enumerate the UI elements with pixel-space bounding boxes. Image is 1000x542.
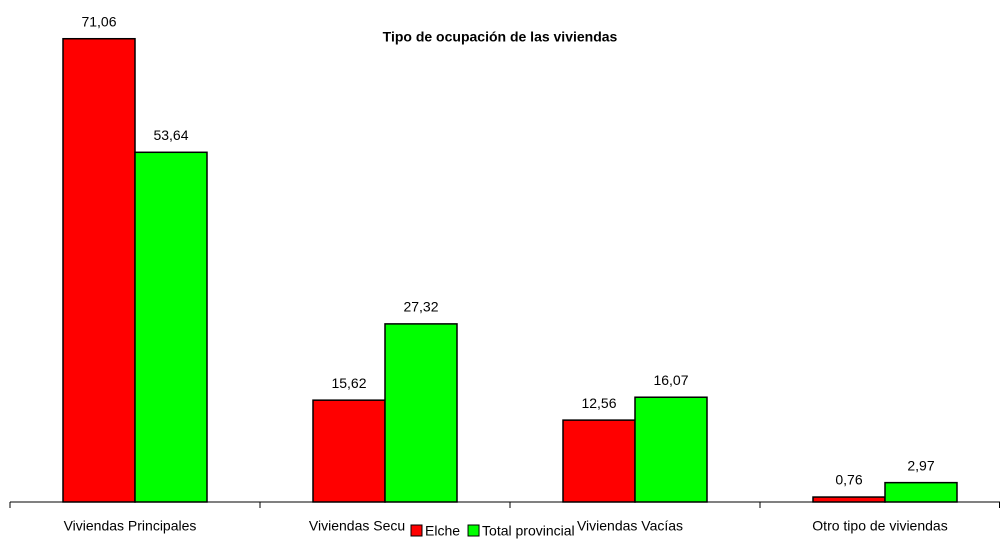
data-label: 27,32 bbox=[403, 299, 438, 315]
x-tick-label: Viviendas Principales bbox=[64, 518, 197, 534]
data-label: 0,76 bbox=[835, 472, 862, 488]
x-tick-label: Otro tipo de viviendas bbox=[812, 518, 947, 534]
bar bbox=[562, 419, 636, 503]
data-label: 71,06 bbox=[81, 13, 116, 29]
data-label: 16,07 bbox=[653, 372, 688, 388]
data-label: 15,62 bbox=[331, 375, 366, 391]
data-label: 12,56 bbox=[581, 395, 616, 411]
legend-swatch bbox=[410, 524, 423, 537]
x-tick-label: Viviendas Vacías bbox=[577, 518, 683, 534]
bar bbox=[62, 37, 136, 503]
bar bbox=[884, 481, 958, 503]
legend: Elche Total provincial bbox=[406, 517, 575, 542]
bar bbox=[812, 496, 886, 503]
legend-label: Elche bbox=[425, 523, 460, 539]
legend-label: Total provincial bbox=[482, 523, 575, 539]
bar bbox=[312, 399, 386, 503]
bar bbox=[384, 323, 458, 503]
bar bbox=[634, 396, 708, 503]
chart-title: Tipo de ocupación de las viviendas bbox=[383, 29, 618, 45]
bar bbox=[134, 151, 208, 503]
data-label: 2,97 bbox=[907, 457, 934, 473]
legend-swatch bbox=[467, 524, 480, 537]
data-label: 53,64 bbox=[153, 127, 188, 143]
